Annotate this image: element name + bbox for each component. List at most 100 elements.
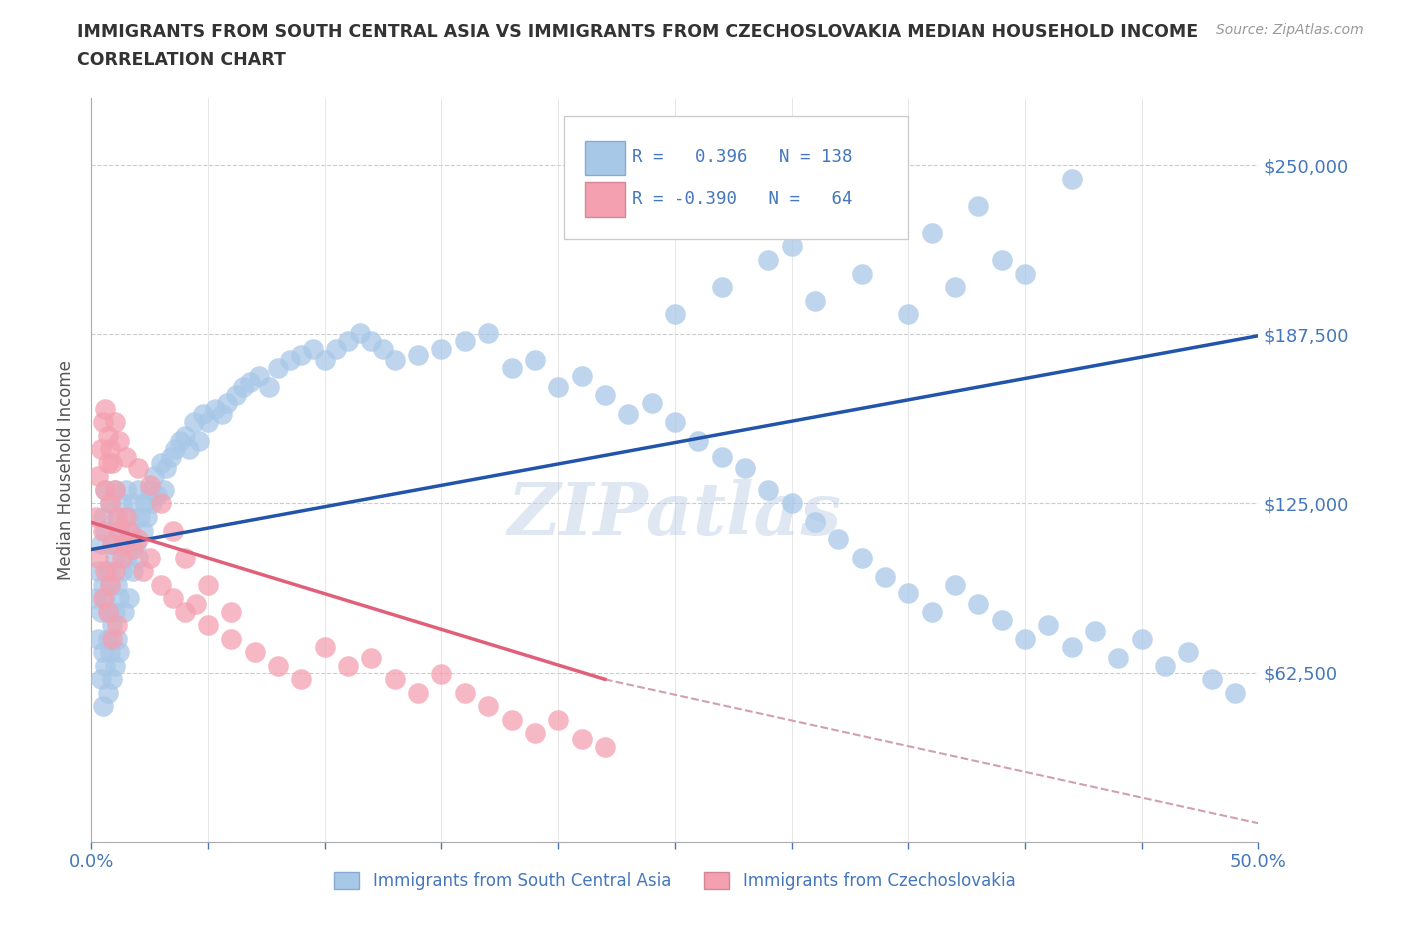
Point	[127, 531, 149, 546]
Point	[97, 685, 120, 700]
Point	[98, 578, 121, 592]
Point	[851, 266, 873, 281]
Point	[105, 510, 128, 525]
Point	[179, 442, 201, 457]
FancyBboxPatch shape	[564, 116, 908, 239]
Point	[173, 429, 195, 444]
Point	[98, 644, 121, 659]
Point	[127, 551, 149, 565]
Point	[162, 591, 184, 605]
Point	[150, 496, 173, 511]
Point	[267, 361, 290, 376]
Point	[152, 483, 174, 498]
Point	[290, 671, 312, 686]
Point	[897, 585, 920, 600]
Point	[90, 671, 112, 686]
Point	[593, 739, 616, 754]
Text: R =   0.396   N = 138: R = 0.396 N = 138	[631, 148, 852, 166]
Y-axis label: Median Household Income: Median Household Income	[58, 360, 76, 579]
Point	[87, 469, 110, 484]
Point	[1154, 658, 1177, 673]
Point	[221, 604, 243, 619]
Point	[967, 596, 990, 611]
Point	[617, 406, 640, 421]
Text: R = -0.390   N =   64: R = -0.390 N = 64	[631, 190, 852, 207]
Point	[101, 631, 124, 646]
Point	[104, 415, 127, 430]
Point	[454, 685, 477, 700]
Point	[150, 578, 173, 592]
Point	[97, 604, 120, 619]
Point	[873, 569, 896, 584]
Point	[756, 253, 779, 268]
Point	[211, 406, 233, 421]
Point	[990, 253, 1012, 268]
Point	[104, 658, 127, 673]
Point	[138, 483, 162, 498]
Point	[360, 334, 382, 349]
Point	[406, 347, 429, 362]
Text: IMMIGRANTS FROM SOUTH CENTRAL ASIA VS IMMIGRANTS FROM CZECHOSLOVAKIA MEDIAN HOUS: IMMIGRANTS FROM SOUTH CENTRAL ASIA VS IM…	[77, 23, 1198, 41]
Point	[94, 483, 117, 498]
Point	[111, 496, 134, 511]
Point	[257, 379, 280, 394]
Point	[84, 591, 107, 605]
Point	[94, 523, 117, 538]
Point	[756, 483, 779, 498]
Point	[138, 551, 162, 565]
Point	[571, 369, 593, 384]
Point	[197, 578, 219, 592]
Point	[87, 564, 110, 578]
Point	[173, 604, 195, 619]
Point	[477, 326, 499, 340]
Point	[91, 510, 114, 525]
Point	[1107, 650, 1129, 665]
Point	[249, 369, 271, 384]
Point	[108, 523, 131, 538]
Point	[360, 650, 382, 665]
Point	[1177, 644, 1199, 659]
Point	[91, 591, 114, 605]
Point	[87, 631, 110, 646]
Point	[134, 496, 156, 511]
Text: ZIPatlas: ZIPatlas	[508, 479, 842, 550]
Point	[430, 342, 453, 357]
Point	[129, 510, 152, 525]
Point	[111, 564, 134, 578]
Point	[943, 280, 966, 295]
Text: CORRELATION CHART: CORRELATION CHART	[77, 51, 287, 69]
Point	[101, 456, 124, 471]
Point	[501, 361, 523, 376]
Point	[232, 379, 254, 394]
Point	[105, 618, 128, 632]
Point	[143, 469, 166, 484]
Point	[118, 591, 141, 605]
Point	[138, 477, 162, 492]
Point	[97, 456, 120, 471]
Point	[118, 523, 141, 538]
Point	[122, 496, 145, 511]
Point	[1084, 623, 1107, 638]
Point	[101, 618, 124, 632]
Point	[221, 631, 243, 646]
Point	[91, 699, 114, 714]
Point	[827, 185, 849, 200]
Point	[101, 537, 124, 551]
Point	[1014, 631, 1036, 646]
Point	[943, 578, 966, 592]
Point	[1201, 671, 1223, 686]
Point	[90, 604, 112, 619]
Point	[94, 658, 117, 673]
Point	[477, 699, 499, 714]
Point	[105, 631, 128, 646]
Point	[159, 450, 181, 465]
Point	[145, 488, 167, 503]
Point	[664, 415, 686, 430]
Point	[314, 352, 336, 367]
Point	[91, 644, 114, 659]
Point	[523, 726, 546, 741]
Point	[547, 712, 569, 727]
Point	[197, 618, 219, 632]
Point	[593, 388, 616, 403]
FancyBboxPatch shape	[585, 182, 624, 217]
